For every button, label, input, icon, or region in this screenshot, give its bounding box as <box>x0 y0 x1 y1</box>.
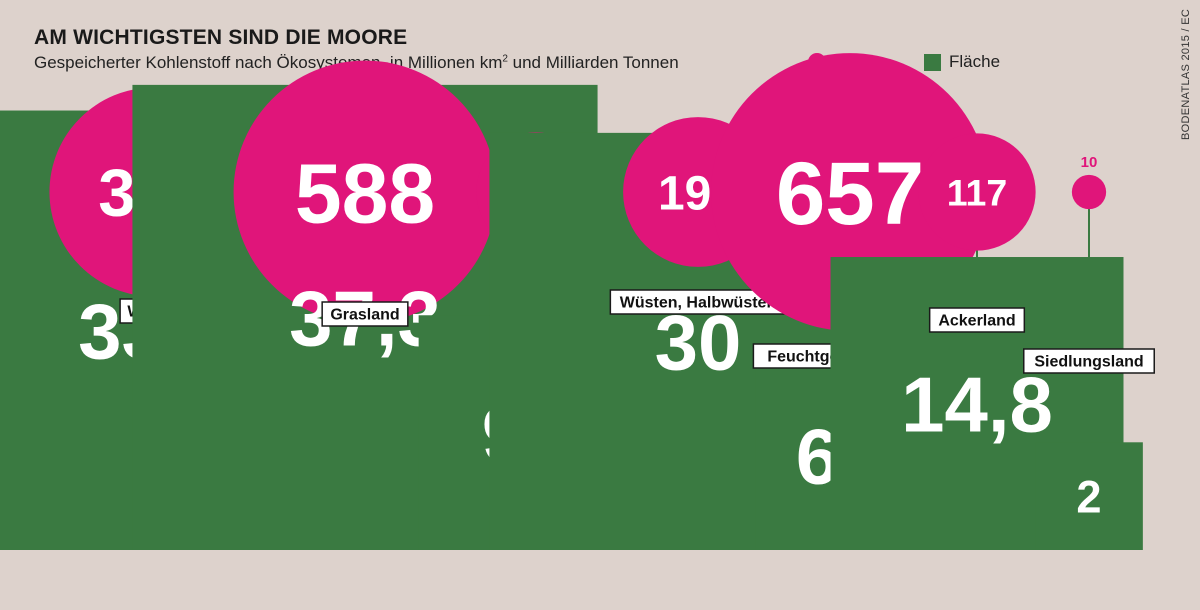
category-label: Ackerland <box>938 313 1015 330</box>
menge-circle <box>1071 174 1107 210</box>
chart-title: AM WICHTIGSTEN SIND DIE MOORE <box>34 26 408 49</box>
menge-value-label: 117 <box>947 172 1008 214</box>
category-label-box <box>1023 348 1155 374</box>
category-label: Siedlungsland <box>1034 354 1143 371</box>
menge-value-label: 657 <box>776 144 924 243</box>
legend-flaeche-swatch <box>924 53 941 71</box>
menge-circle <box>918 133 1036 251</box>
flaeche-value-label: 2 <box>1076 471 1101 522</box>
flaeche-value-label: 14,8 <box>901 361 1053 449</box>
flaeche-bar <box>1035 442 1143 550</box>
category-label: Wüsten, Halbwüsten <box>620 295 776 312</box>
category-label: Grasland <box>330 307 399 324</box>
legend-flaeche-label: Fläche <box>949 52 1001 71</box>
category-label-box <box>928 307 1026 333</box>
legend-flaeche: Fläche <box>924 52 1000 72</box>
menge-value-label: 588 <box>295 146 435 240</box>
category-label-box <box>321 301 409 327</box>
menge-value-label: 10 <box>1081 154 1098 171</box>
menge-circle <box>233 60 497 324</box>
